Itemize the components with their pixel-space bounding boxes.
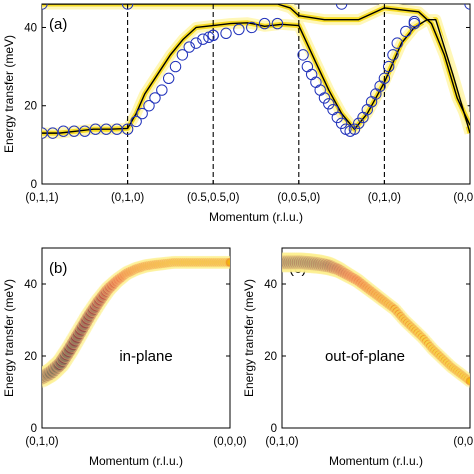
y-tick-label: 40 [24,279,37,291]
x-axis-label: Momentum (r.l.u.) [89,454,183,468]
data-point [353,117,365,130]
calculated-curve-0 [42,18,470,134]
data-point [121,4,134,10]
data-point [207,29,219,42]
data-point [156,84,168,96]
x-tick-label: (0,1,0) [368,192,401,204]
panel-tag: (a) [49,16,67,33]
data-point [197,33,209,45]
x-tick-label: (0,0,0) [453,436,474,448]
y-tick-label: 0 [271,423,277,435]
data-point [387,49,399,61]
data-point [348,123,361,135]
y-axis-label: Energy transfer (meV) [2,279,16,397]
panel-annotation: out-of-plane [325,348,405,365]
plot-area [42,4,470,184]
data-point [464,4,470,10]
data-point [246,21,258,34]
data-point [331,111,344,124]
plot-area [282,252,470,388]
data-point [79,125,91,137]
x-tick-label: (0,0,0) [453,192,474,204]
data-point [149,92,161,104]
x-tick-label: (0,1,0) [111,192,144,204]
data-point [391,37,403,49]
axes-frame [281,247,471,429]
data-point [183,41,195,53]
data-point [121,123,134,135]
x-axis-label: Momentum (r.l.u.) [329,454,423,468]
axes-frame [41,247,231,429]
data-point [301,60,314,73]
y-tick-label: 20 [264,351,277,363]
data-point [271,17,284,30]
plot-area [42,255,230,388]
y-axis-label: Energy transfer (meV) [242,279,256,397]
panel-c: 0 20 40 (0,1,0) (0,0,0) Momentum (r.l.u.) Ener… [242,247,474,468]
data-point [400,25,412,38]
data-point [378,72,391,85]
data-point [305,68,318,81]
x-tick-label: (0.5,0.5,0) [187,192,240,204]
y-tick-label: 20 [24,351,37,363]
data-point [318,92,331,104]
x-axis-label: Momentum (r.l.u.) [209,210,303,224]
calculated-curve-1 [42,4,470,126]
x-tick-label: (0,1,0) [265,436,298,448]
x-tick-label: (0,1,0) [25,436,58,448]
y-tick-label: 40 [264,279,277,291]
data-point [323,98,335,110]
data-point [233,23,245,36]
y-tick-label: 0 [31,423,37,435]
panel-tag: (b) [49,260,67,277]
data-point [408,15,421,28]
data-point [335,4,348,10]
data-point [143,100,155,112]
data-point [47,127,59,139]
data-point [169,60,182,73]
data-point [130,115,142,128]
panel-annotation: in-plane [119,348,172,365]
data-point [258,17,271,30]
y-tick-label: 0 [31,179,37,191]
y-tick-label: 20 [24,101,37,113]
x-tick-label: (0,0,0) [213,436,246,448]
panel-a: 0 20 40 (0,1,1) (0,1,0) (0.5,0.5,0) (0,0.5,0) (… [2,3,474,224]
x-tick-label: (0,0.5,0) [277,192,320,204]
data-point [190,37,202,49]
panel-b: 0 20 40 (0,1,0) (0,0,0) Momentum (r.l.u.) Ener… [2,247,247,468]
data-point [335,117,348,130]
data-point [220,27,232,40]
data-point [176,49,189,61]
intensity-core [227,259,230,266]
data-point [136,107,148,120]
data-point [297,49,309,61]
y-tick-label: 40 [24,22,37,34]
data-point [162,72,175,85]
x-tick-label: (0,1,1) [25,192,58,204]
y-axis-label: Energy transfer (meV) [2,35,16,153]
intensity-core [467,378,470,384]
data-point [382,60,395,73]
